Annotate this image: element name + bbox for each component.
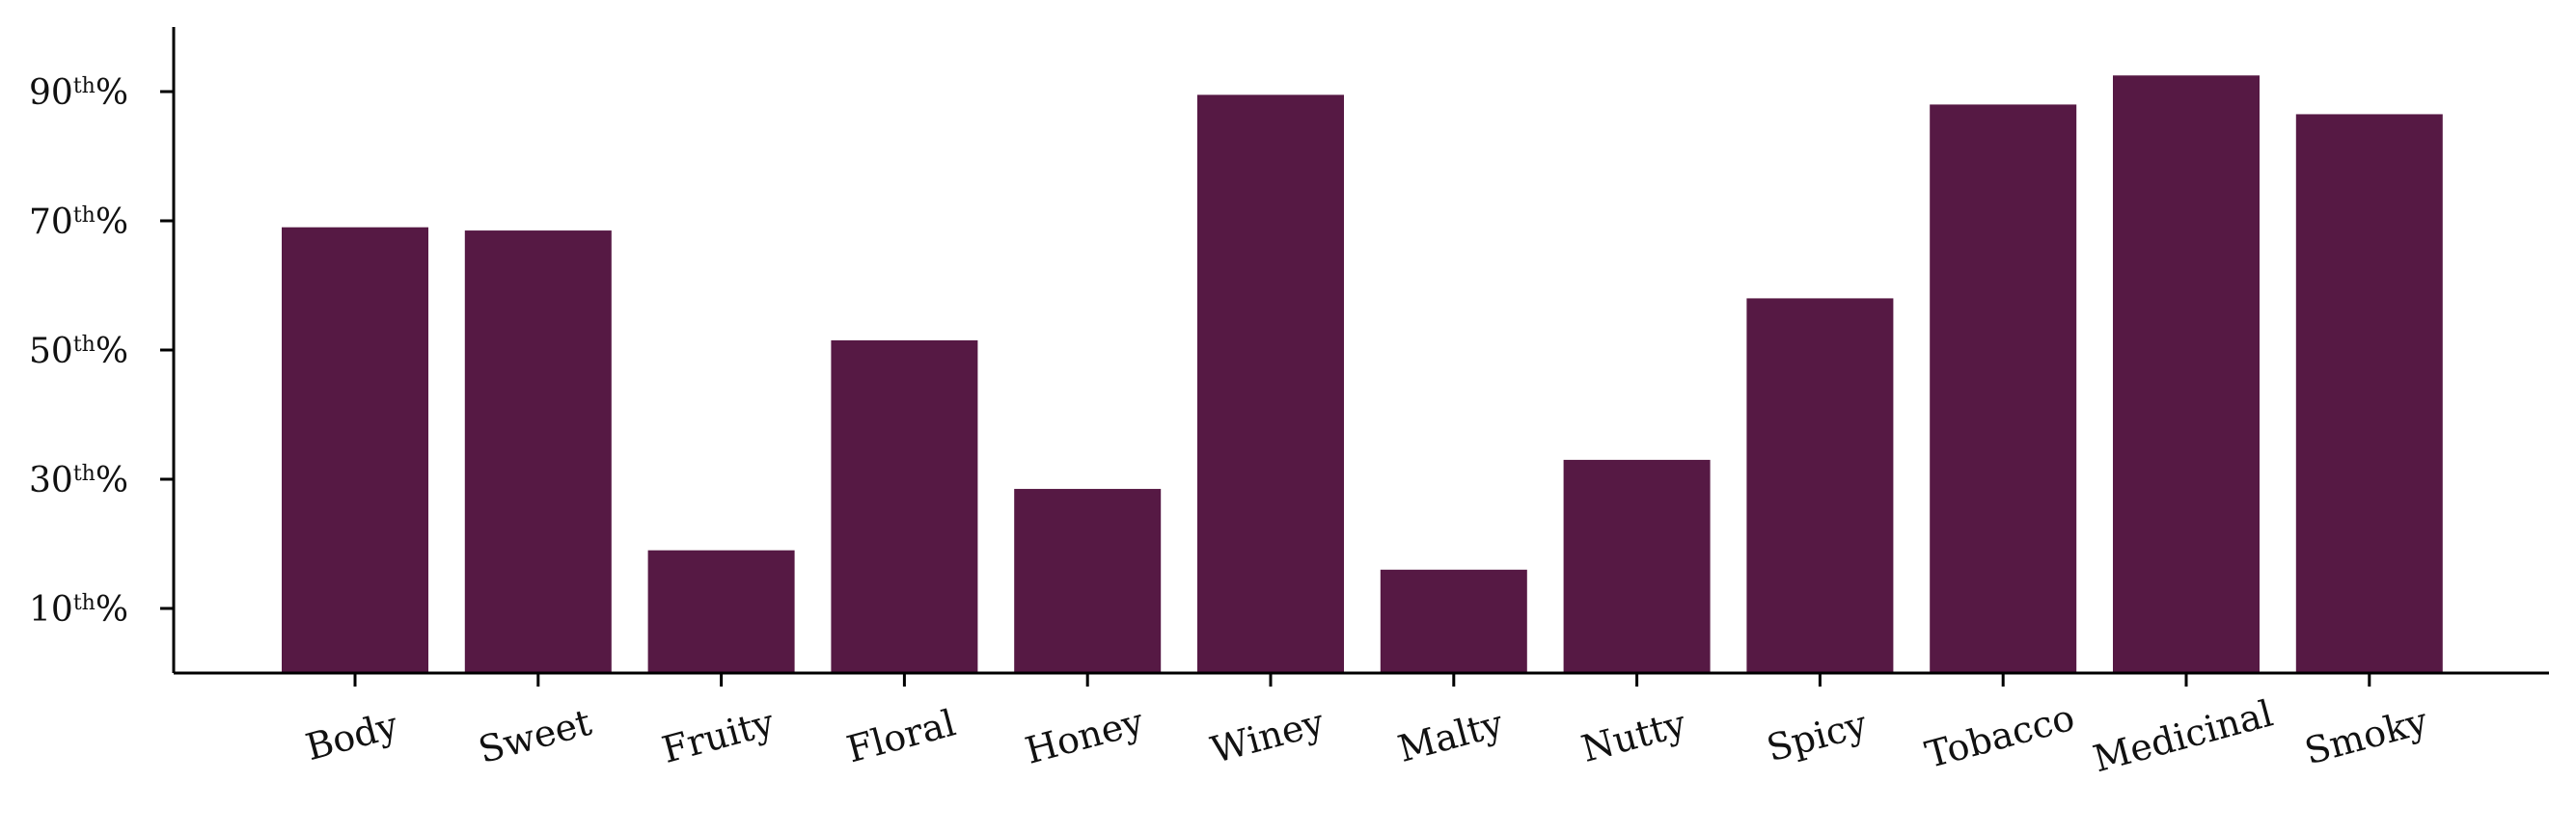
x-tick-label: Body (301, 704, 402, 769)
y-tick-label: 30th% (29, 461, 128, 500)
x-tick-label: Medicinal (2089, 692, 2277, 781)
bars-group (282, 75, 2443, 674)
bar-body (282, 227, 428, 673)
x-tick-label: Sweet (474, 701, 595, 771)
x-tick-label: Spicy (1763, 702, 1873, 769)
bar-fruity (647, 550, 795, 673)
y-tick-label: 50th% (29, 332, 128, 371)
y-tick-label: 70th% (29, 202, 128, 242)
bar-winey (1197, 94, 1344, 674)
bar-nutty (1563, 459, 1711, 673)
bar-spicy (1746, 298, 1894, 673)
bar-tobacco (1930, 104, 2077, 673)
y-tick-label: 10th% (29, 590, 128, 630)
bar-malty (1380, 569, 1527, 673)
bar-sweet (464, 230, 612, 674)
y-tick-label: 90th% (29, 73, 128, 113)
bar-medicinal (2113, 75, 2260, 673)
bar-honey (1014, 489, 1162, 673)
bar-floral (831, 339, 978, 673)
x-tick-label: Fruity (658, 701, 780, 771)
x-tick-label: Smoky (2300, 699, 2432, 772)
x-tick-label: Floral (842, 701, 960, 770)
bar-smoky (2295, 114, 2443, 673)
x-tick-label: Tobacco (1921, 696, 2079, 776)
x-tick-label: Honey (1021, 700, 1148, 772)
x-tick-label: Nutty (1577, 702, 1691, 770)
x-axis: Body Sweet Fruity Floral Honey Winey Malty Nutt… (301, 673, 2432, 780)
x-tick-label: Winey (1206, 701, 1329, 771)
x-tick-label: Malty (1393, 702, 1508, 770)
y-axis: 10th% 30th% 50th% 70th% 90th% (29, 73, 174, 630)
